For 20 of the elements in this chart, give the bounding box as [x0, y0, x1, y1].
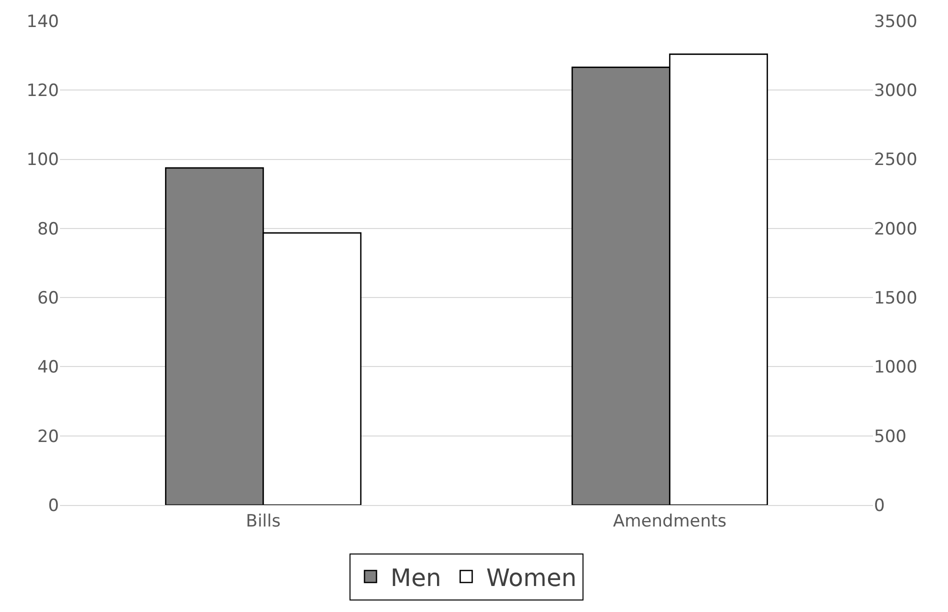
- y-tick-label: 80: [37, 219, 59, 240]
- y2-tick-label: 3500: [874, 12, 918, 32]
- y2-tick-label: 2500: [874, 150, 918, 170]
- y2-tick-label: 3000: [874, 81, 918, 102]
- y-tick-label: 120: [26, 81, 59, 102]
- y-tick-label: 20: [37, 426, 59, 447]
- legend-label: Men: [390, 564, 442, 592]
- y-tick-label: 60: [37, 288, 59, 309]
- y-tick-label: 100: [26, 150, 59, 170]
- y2-tick-label: 0: [874, 496, 885, 516]
- y2-tick-label: 500: [874, 426, 906, 447]
- y-tick-label: 140: [26, 12, 59, 32]
- legend-label: Women: [486, 564, 577, 592]
- y-tick-label: 40: [37, 358, 59, 378]
- y-tick-label: 0: [48, 496, 59, 516]
- y2-tick-label: 1500: [874, 288, 918, 309]
- y2-tick-label: 2000: [874, 219, 918, 240]
- x-tick-label: Bills: [246, 511, 281, 532]
- y2-tick-label: 1000: [874, 358, 918, 378]
- x-tick-label: Amendments: [612, 511, 727, 532]
